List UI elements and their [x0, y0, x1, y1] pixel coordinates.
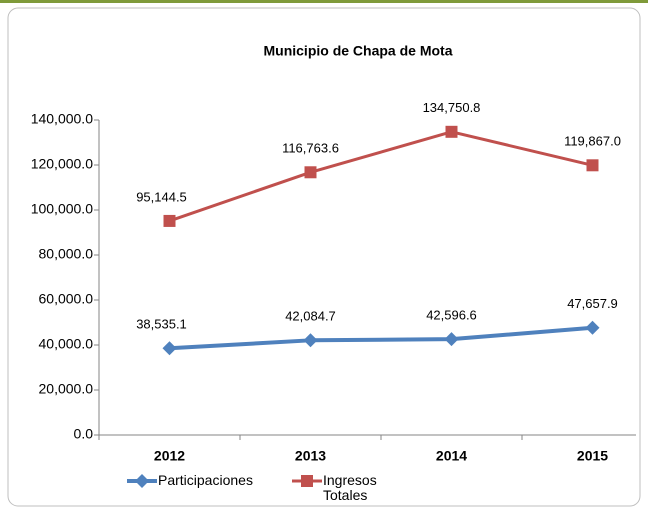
legend-label: Ingresos Totales — [323, 473, 377, 503]
point — [585, 320, 600, 335]
y-tick-label: 40,000.0 — [39, 336, 94, 352]
y-tick-label: 20,000.0 — [39, 381, 94, 397]
data-label: 38,535.1 — [136, 317, 187, 332]
y-tick-label: 140,000.0 — [31, 111, 93, 127]
x-tick-label: 2015 — [577, 448, 608, 464]
top-band — [0, 0, 648, 3]
x-tick-label: 2013 — [295, 448, 326, 464]
y-tick-label: 60,000.0 — [39, 291, 94, 307]
data-label: 95,144.5 — [136, 189, 187, 204]
point — [162, 341, 177, 356]
point — [586, 159, 599, 172]
legend-marker — [301, 475, 313, 487]
chart-frame — [7, 7, 641, 507]
series-line — [169, 130, 593, 223]
y-tick-label: 100,000.0 — [31, 201, 93, 217]
legend-box: Participaciones — [158, 473, 253, 488]
data-label: 47,657.9 — [567, 296, 618, 311]
y-tick-label: 120,000.0 — [31, 156, 93, 172]
legend-box: Ingresos Totales — [323, 473, 377, 503]
legend-marker — [135, 474, 149, 488]
data-label: 119,867.0 — [564, 134, 621, 149]
series-line — [169, 325, 593, 351]
chart-title: Municipio de Chapa de Mota — [263, 43, 452, 59]
x-tick-label: 2014 — [436, 448, 467, 464]
point — [303, 333, 318, 348]
point — [444, 332, 459, 347]
point — [304, 166, 317, 179]
legend-label: Participaciones — [158, 473, 253, 488]
x-tick-label: 2012 — [154, 448, 185, 464]
data-label: 134,750.8 — [423, 100, 481, 115]
point — [445, 125, 458, 138]
data-label: 116,763.6 — [282, 141, 339, 156]
data-label: 42,084.7 — [285, 309, 336, 324]
point — [163, 214, 176, 227]
data-label: 42,596.6 — [426, 308, 477, 323]
y-tick-label: 80,000.0 — [39, 246, 94, 262]
y-tick-label: 0.0 — [74, 426, 94, 442]
